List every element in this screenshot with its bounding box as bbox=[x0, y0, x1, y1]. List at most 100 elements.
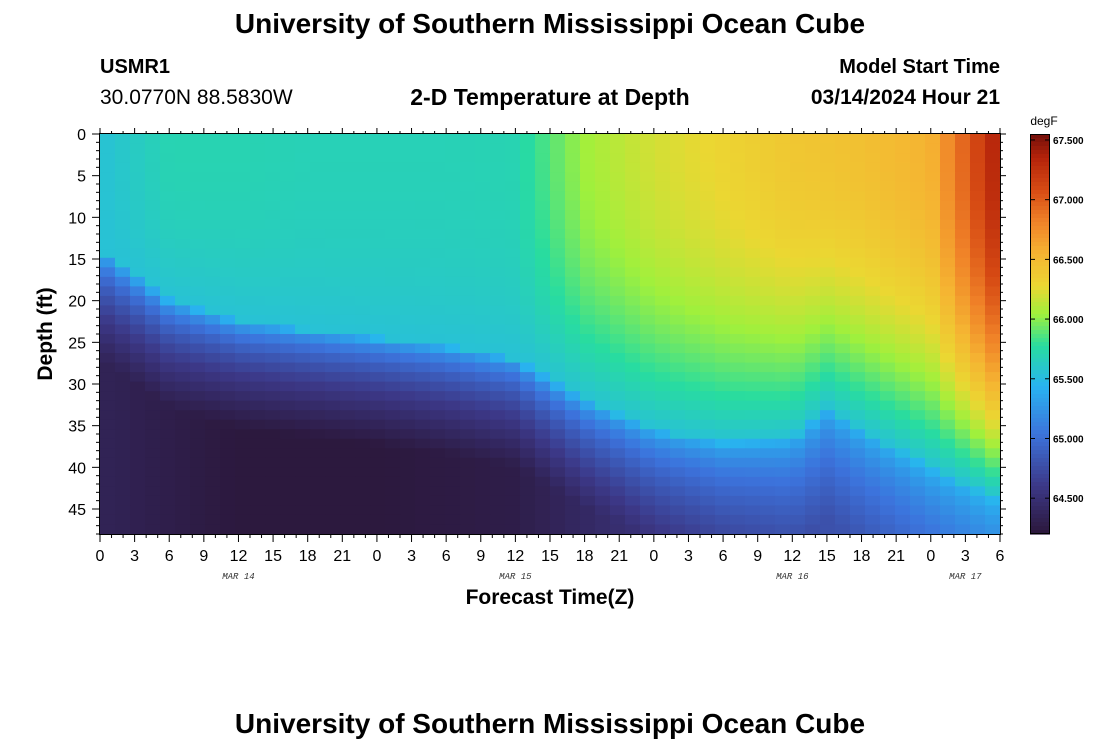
heatmap-cell bbox=[190, 295, 206, 307]
heatmap-cell bbox=[745, 324, 761, 335]
heatmap-cell bbox=[985, 143, 1001, 154]
heatmap-cell bbox=[115, 448, 131, 459]
heatmap-cell bbox=[580, 295, 596, 307]
heatmap-cell bbox=[625, 343, 641, 354]
heatmap-cell bbox=[745, 172, 761, 183]
heatmap-cell bbox=[535, 191, 551, 202]
heatmap-cell bbox=[925, 334, 941, 345]
heatmap-cell bbox=[265, 524, 281, 535]
heatmap-cell bbox=[325, 476, 341, 487]
heatmap-cell bbox=[130, 181, 146, 192]
heatmap-cell bbox=[460, 200, 476, 211]
heatmap-cell bbox=[295, 305, 311, 316]
heatmap-cell bbox=[370, 210, 386, 221]
heatmap-cell bbox=[475, 476, 491, 487]
heatmap-cell bbox=[355, 391, 371, 402]
heatmap-cell bbox=[460, 162, 476, 173]
heatmap-cell bbox=[415, 314, 431, 326]
heatmap-cell bbox=[790, 334, 806, 345]
heatmap-cell bbox=[310, 276, 326, 287]
heatmap-cell bbox=[565, 229, 581, 240]
colorbar-segment bbox=[1030, 154, 1050, 159]
heatmap-cell bbox=[985, 295, 1001, 307]
heatmap-cell bbox=[790, 143, 806, 154]
heatmap-cell bbox=[295, 257, 311, 268]
colorbar-segment bbox=[1030, 198, 1050, 203]
heatmap-cell bbox=[265, 362, 281, 373]
heatmap-cell bbox=[280, 486, 296, 497]
heatmap-cell bbox=[685, 181, 701, 192]
heatmap-cell bbox=[910, 305, 926, 316]
heatmap-cell bbox=[490, 314, 506, 326]
heatmap-cell bbox=[115, 314, 131, 326]
heatmap-cell bbox=[205, 219, 221, 230]
heatmap-cell bbox=[970, 343, 986, 354]
heatmap-cell bbox=[640, 219, 656, 230]
heatmap-cell bbox=[550, 305, 566, 316]
heatmap-cell bbox=[535, 524, 551, 535]
heatmap-cell bbox=[310, 448, 326, 459]
heatmap-cell bbox=[640, 505, 656, 516]
heatmap-cell bbox=[670, 238, 686, 249]
heatmap-cell bbox=[220, 153, 236, 164]
heatmap-cell bbox=[220, 181, 236, 192]
heatmap-cell bbox=[445, 343, 461, 354]
heatmap-cell bbox=[790, 276, 806, 287]
heatmap-cell bbox=[955, 162, 971, 173]
heatmap-cell bbox=[805, 162, 821, 173]
heatmap-cell bbox=[475, 429, 491, 440]
heatmap-cell bbox=[715, 153, 731, 164]
heatmap-cell bbox=[385, 486, 401, 497]
heatmap-cell bbox=[625, 448, 641, 459]
heatmap-cell bbox=[955, 400, 971, 411]
heatmap-cell bbox=[370, 172, 386, 183]
heatmap-cell bbox=[760, 210, 776, 221]
heatmap-cell bbox=[655, 210, 671, 221]
heatmap-cell bbox=[385, 362, 401, 373]
heatmap-cell bbox=[265, 210, 281, 221]
heatmap-cell bbox=[310, 143, 326, 154]
heatmap-cell bbox=[505, 343, 521, 354]
heatmap-cell bbox=[925, 191, 941, 202]
heatmap-cell bbox=[880, 495, 896, 507]
heatmap-cell bbox=[505, 143, 521, 154]
heatmap-cell bbox=[175, 353, 191, 364]
heatmap-cell bbox=[880, 295, 896, 307]
heatmap-cell bbox=[955, 314, 971, 326]
heatmap-cell bbox=[865, 334, 881, 345]
heatmap-cell bbox=[145, 172, 161, 183]
heatmap-cell bbox=[340, 181, 356, 192]
heatmap-cell bbox=[490, 353, 506, 364]
heatmap-cell bbox=[595, 143, 611, 154]
heatmap-cell bbox=[355, 381, 371, 392]
heatmap-cell bbox=[775, 200, 791, 211]
heatmap-cell bbox=[955, 343, 971, 354]
heatmap-cell bbox=[100, 391, 116, 402]
heatmap-cell bbox=[325, 391, 341, 402]
heatmap-cell bbox=[685, 467, 701, 478]
heatmap-cell bbox=[925, 314, 941, 326]
heatmap-cell bbox=[910, 372, 926, 383]
heatmap-cell bbox=[310, 495, 326, 507]
heatmap-cell bbox=[130, 314, 146, 326]
heatmap-cell bbox=[505, 134, 521, 145]
heatmap-cell bbox=[610, 362, 626, 373]
heatmap-cell bbox=[310, 343, 326, 354]
heatmap-cell bbox=[730, 248, 746, 259]
heatmap-cell bbox=[880, 438, 896, 449]
heatmap-cell bbox=[520, 200, 536, 211]
heatmap-cell bbox=[325, 514, 341, 526]
heatmap-cell bbox=[415, 248, 431, 259]
heatmap-cell bbox=[220, 134, 236, 145]
heatmap-cell bbox=[730, 191, 746, 202]
heatmap-cell bbox=[370, 448, 386, 459]
heatmap-cell bbox=[295, 343, 311, 354]
heatmap-cell bbox=[685, 400, 701, 411]
heatmap-cell bbox=[205, 210, 221, 221]
heatmap-cell bbox=[775, 448, 791, 459]
heatmap-cell bbox=[940, 191, 956, 202]
heatmap-cell bbox=[250, 438, 266, 449]
heatmap-cell bbox=[700, 524, 716, 535]
heatmap-cell bbox=[130, 410, 146, 421]
heatmap-cell bbox=[565, 134, 581, 145]
